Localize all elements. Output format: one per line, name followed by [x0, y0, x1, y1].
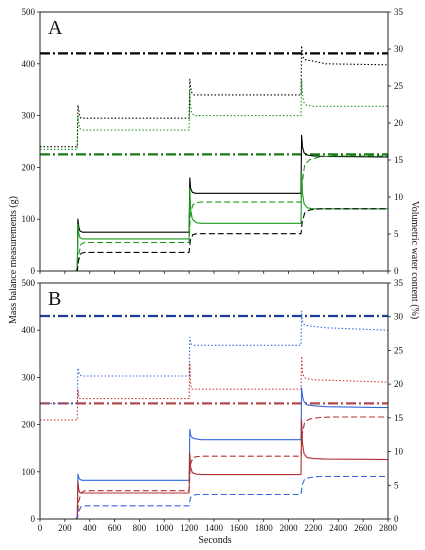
series-line-6	[40, 172, 388, 271]
x-tick-label: 2400	[329, 523, 348, 533]
y-tick-label-right: 25	[394, 81, 404, 91]
y-tick-label-left: 300	[22, 372, 36, 382]
series-line-4	[40, 78, 388, 150]
series-line-3	[40, 45, 388, 148]
y-tick-label-right: 5	[394, 229, 399, 239]
panel-label: A	[48, 17, 63, 39]
y-tick-label-right: 10	[394, 192, 404, 202]
y-axis-label-left: Mass balance measurements (g)	[8, 196, 19, 324]
y-tick-label-right: 35	[394, 7, 404, 17]
panel-label: B	[48, 288, 61, 310]
y-tick-label-left: 200	[22, 420, 36, 430]
y-tick-label-left: 400	[22, 325, 36, 335]
y-tick-label-right: 30	[394, 44, 404, 54]
y-tick-label-left: 100	[22, 214, 36, 224]
x-tick-label: 2200	[304, 523, 323, 533]
x-axis-label: Seconds	[198, 535, 231, 546]
y-tick-label-left: 100	[22, 467, 36, 477]
x-tick-label: 2000	[280, 523, 299, 533]
series-line-7	[40, 155, 388, 271]
series-group	[40, 310, 388, 519]
x-tick-label: 0	[38, 523, 43, 533]
series-group	[40, 45, 388, 271]
x-tick-label: 2600	[354, 523, 373, 533]
y-tick-label-right: 10	[394, 447, 404, 457]
series-line-5	[40, 387, 388, 519]
y-tick-label-right: 30	[394, 312, 404, 322]
y-tick-label-left: 300	[22, 111, 36, 121]
x-tick-label: 800	[133, 523, 147, 533]
y-tick-label-right: 25	[394, 345, 404, 355]
y-tick-label-right: 15	[394, 155, 404, 165]
y-tick-label-left: 500	[22, 7, 36, 17]
series-line-6	[40, 419, 388, 519]
y-tick-label-left: 0	[31, 266, 36, 276]
series-line-4	[40, 355, 388, 421]
y-tick-label-right: 0	[394, 514, 399, 524]
chart-panel-a: 0 100 200 300 400 500 0 5 10 15 20 25 30 35 A	[22, 7, 404, 276]
x-tick-label: 400	[83, 523, 97, 533]
y-tick-label-right: 15	[394, 413, 404, 423]
chart-panel-b: 0 200 400 600 800 1000 1200 1400 1600 1800 2000 220…	[22, 278, 404, 533]
y-tick-label-right: 20	[394, 379, 404, 389]
x-tick-label: 1800	[255, 523, 274, 533]
x-tick-label: 1600	[230, 523, 249, 533]
y-tick-label-right: 20	[394, 118, 404, 128]
x-tick-label: 600	[108, 523, 122, 533]
y-tick-label-left: 400	[22, 59, 36, 69]
x-tick-label: 2800	[379, 523, 398, 533]
x-tick-label: 200	[58, 523, 72, 533]
y-tick-label-left: 500	[22, 278, 36, 288]
y-tick-label-right: 5	[394, 480, 399, 490]
plot-frame	[39, 282, 389, 520]
series-line-5	[40, 134, 388, 271]
series-line-7	[40, 416, 388, 519]
y-tick-label-right: 35	[394, 278, 404, 288]
y-axis-label-right: Volumetric water content (%)	[409, 201, 420, 319]
series-line-3	[40, 310, 388, 404]
x-tick-label: 1000	[155, 523, 174, 533]
series-line-8	[40, 208, 388, 271]
y-tick-label-left: 200	[22, 162, 36, 172]
y-tick-label-left: 0	[31, 514, 36, 524]
x-tick-label: 1200	[180, 523, 199, 533]
x-tick-label: 1400	[205, 523, 224, 533]
series-line-8	[40, 475, 388, 519]
y-tick-label-right: 0	[394, 266, 399, 276]
